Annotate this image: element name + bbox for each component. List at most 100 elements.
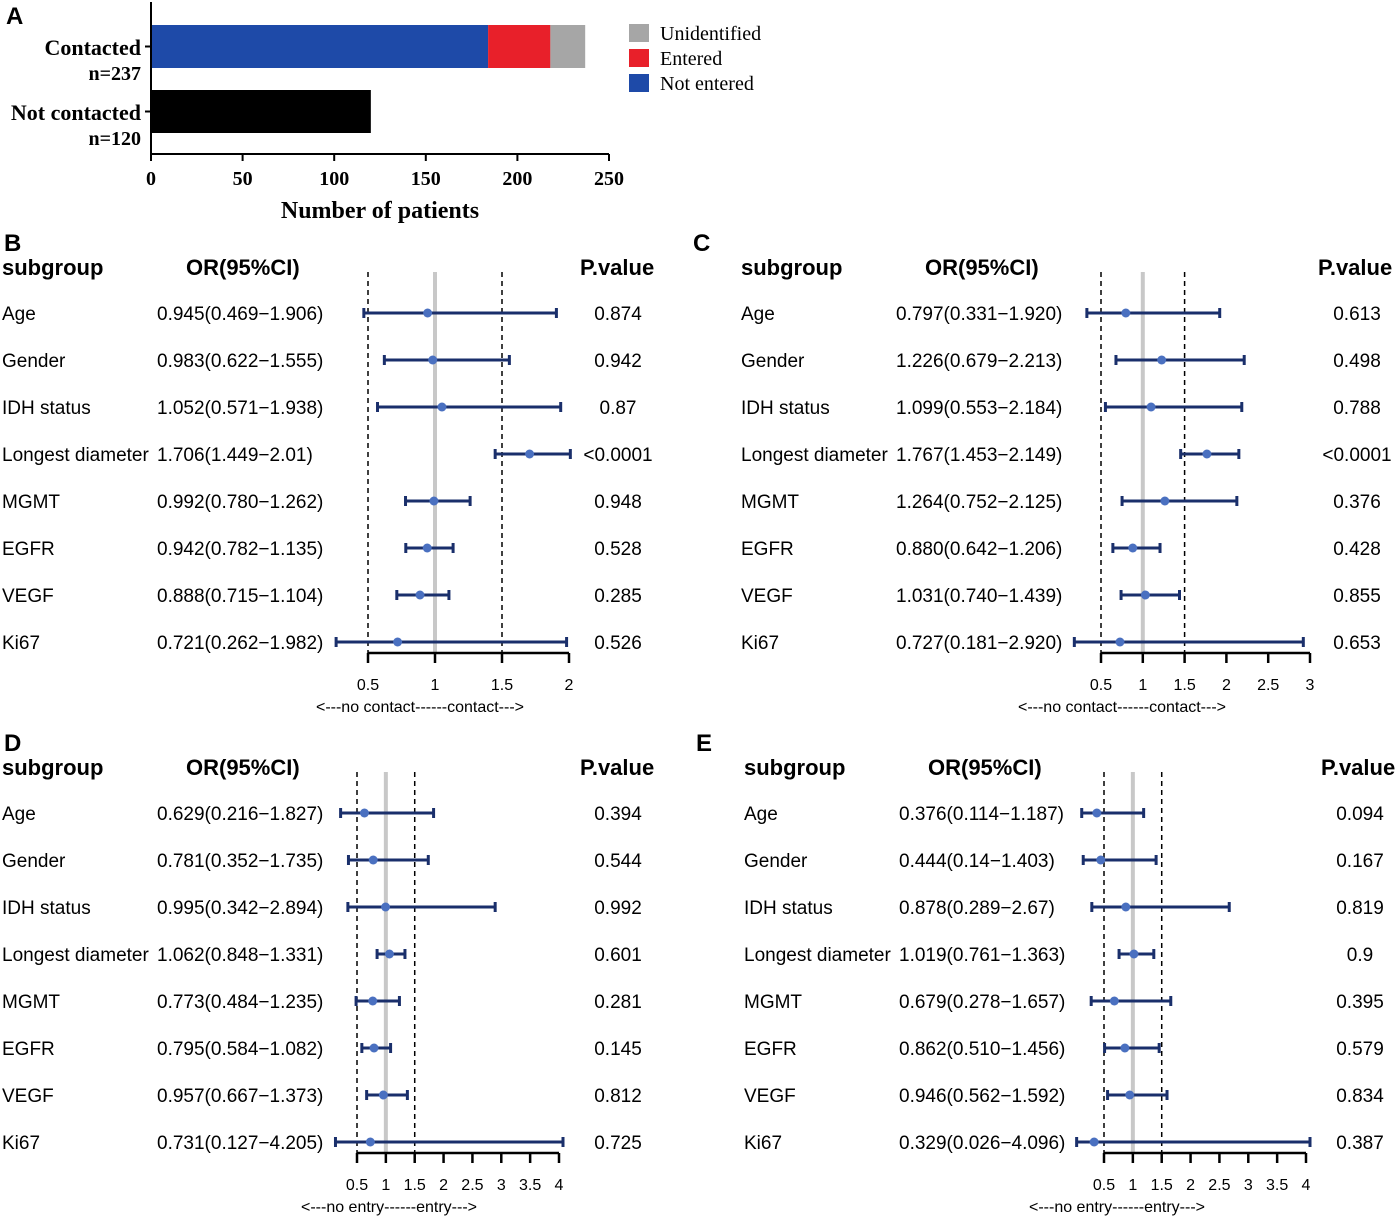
p-value-ki67: 0.653: [1333, 633, 1381, 654]
p-value-age: 0.874: [594, 304, 642, 325]
p-value-egfr: 0.428: [1333, 539, 1381, 560]
or-point-vegf: [1125, 1090, 1135, 1100]
category-n-1: n=120: [88, 128, 141, 150]
row-label-egfr: EGFR: [2, 1039, 55, 1060]
x-tick-label-7: 4: [555, 1177, 564, 1194]
row-label-ki67: Ki67: [2, 1133, 40, 1154]
p-value-longest-diameter: 0.9: [1347, 945, 1373, 966]
or-point-egfr: [1128, 543, 1138, 553]
row-label-mgmt: MGMT: [2, 992, 60, 1013]
p-value-idh-status: 0.992: [594, 898, 642, 919]
x-tick-label-0: 0.5: [1090, 677, 1112, 694]
row-label-idh-status: IDH status: [2, 398, 91, 419]
or-point-idh-status: [1146, 402, 1156, 412]
or-point-gender: [1157, 355, 1167, 365]
or-ci-text-idh-status: 0.878(0.289−2.67): [899, 898, 1055, 919]
or-point-age: [359, 808, 369, 818]
or-ci-text-gender: 0.983(0.622−1.555): [157, 351, 323, 372]
bar-0-not-entered: [151, 25, 489, 68]
or-ci-text-egfr: 0.862(0.510−1.456): [899, 1039, 1065, 1060]
p-value-idh-status: 0.788: [1333, 398, 1381, 419]
row-label-egfr: EGFR: [744, 1039, 797, 1060]
header-subgroup: subgroup: [741, 255, 842, 280]
x-tick-label-3: 150: [411, 168, 441, 190]
row-label-longest-diameter: Longest diameter: [2, 445, 149, 466]
p-value-idh-status: 0.87: [600, 398, 637, 419]
x-tick-label-0: 0.5: [357, 677, 379, 694]
header-p-value: P.value: [1318, 255, 1392, 280]
header-or-ci: OR(95%CI): [186, 255, 300, 280]
p-value-mgmt: 0.948: [594, 492, 642, 513]
p-value-idh-status: 0.819: [1336, 898, 1384, 919]
header-subgroup: subgroup: [2, 255, 103, 280]
category-label-0: Contacted: [44, 35, 141, 60]
or-ci-text-age: 0.797(0.331−1.920): [896, 304, 1062, 325]
or-ci-text-longest-diameter: 1.019(0.761−1.363): [899, 945, 1065, 966]
axis-direction-caption: <---no entry------entry--->: [301, 1199, 477, 1216]
legend-swatch-entered: [629, 49, 649, 67]
row-label-ki67: Ki67: [2, 633, 40, 654]
x-tick-label-3: 2: [1222, 677, 1231, 694]
or-ci-text-longest-diameter: 1.767(1.453−2.149): [896, 445, 1062, 466]
or-ci-text-egfr: 0.942(0.782−1.135): [157, 539, 323, 560]
category-label-1: Not contacted: [11, 100, 141, 125]
row-label-vegf: VEGF: [741, 586, 793, 607]
header-p-value: P.value: [580, 255, 654, 280]
or-point-longest-diameter: [384, 949, 394, 959]
x-tick-label-3: 2: [439, 1177, 448, 1194]
header-p-value: P.value: [580, 755, 654, 780]
or-point-longest-diameter: [1202, 449, 1212, 459]
or-ci-text-ki67: 0.721(0.262−1.982): [157, 633, 323, 654]
header-p-value: P.value: [1321, 755, 1395, 780]
x-tick-label-0: 0.5: [1093, 1177, 1115, 1194]
or-ci-text-idh-status: 1.099(0.553−2.184): [896, 398, 1062, 419]
or-ci-text-mgmt: 0.992(0.780−1.262): [157, 492, 323, 513]
axis-direction-caption: <---no entry------entry--->: [1029, 1199, 1205, 1216]
or-ci-text-vegf: 0.888(0.715−1.104): [157, 586, 323, 607]
x-tick-label-4: 2.5: [1208, 1177, 1230, 1194]
p-value-egfr: 0.528: [594, 539, 642, 560]
or-point-vegf: [1140, 590, 1150, 600]
p-value-ki67: 0.387: [1336, 1133, 1384, 1154]
or-ci-text-gender: 0.444(0.14−1.403): [899, 851, 1055, 872]
or-point-mgmt: [1109, 996, 1119, 1006]
or-ci-text-egfr: 0.795(0.584−1.082): [157, 1039, 323, 1060]
or-ci-text-mgmt: 0.773(0.484−1.235): [157, 992, 323, 1013]
or-ci-text-idh-status: 0.995(0.342−2.894): [157, 898, 323, 919]
row-label-vegf: VEGF: [744, 1086, 796, 1107]
x-tick-label-4: 2.5: [461, 1177, 483, 1194]
p-value-longest-diameter: <0.0001: [1322, 445, 1391, 466]
x-tick-label-5: 3: [1244, 1177, 1253, 1194]
or-ci-text-vegf: 0.946(0.562−1.592): [899, 1086, 1065, 1107]
p-value-mgmt: 0.376: [1333, 492, 1381, 513]
row-label-gender: Gender: [2, 851, 66, 872]
row-label-age: Age: [744, 804, 778, 825]
row-label-mgmt: MGMT: [744, 992, 802, 1013]
p-value-mgmt: 0.395: [1336, 992, 1384, 1013]
x-axis-title: Number of patients: [281, 198, 479, 224]
row-label-vegf: VEGF: [2, 1086, 54, 1107]
row-label-age: Age: [741, 304, 775, 325]
x-tick-label-1: 50: [233, 168, 253, 190]
or-ci-text-age: 0.945(0.469−1.906): [157, 304, 323, 325]
or-ci-text-mgmt: 1.264(0.752−2.125): [896, 492, 1062, 513]
or-ci-text-ki67: 0.731(0.127−4.205): [157, 1133, 323, 1154]
row-label-longest-diameter: Longest diameter: [744, 945, 891, 966]
p-value-egfr: 0.145: [594, 1039, 642, 1060]
row-label-egfr: EGFR: [2, 539, 55, 560]
x-tick-label-0: 0: [146, 168, 156, 190]
x-tick-label-2: 1.5: [404, 1177, 426, 1194]
axis-direction-caption: <---no contact------contact--->: [316, 699, 524, 716]
or-point-longest-diameter: [1129, 949, 1139, 959]
or-point-mgmt: [429, 496, 439, 506]
or-point-idh-status: [381, 902, 391, 912]
header-subgroup: subgroup: [2, 755, 103, 780]
x-tick-label-2: 1.5: [1151, 1177, 1173, 1194]
x-tick-label-0: 0.5: [346, 1177, 368, 1194]
x-tick-label-5: 250: [594, 168, 624, 190]
or-point-mgmt: [1160, 496, 1170, 506]
